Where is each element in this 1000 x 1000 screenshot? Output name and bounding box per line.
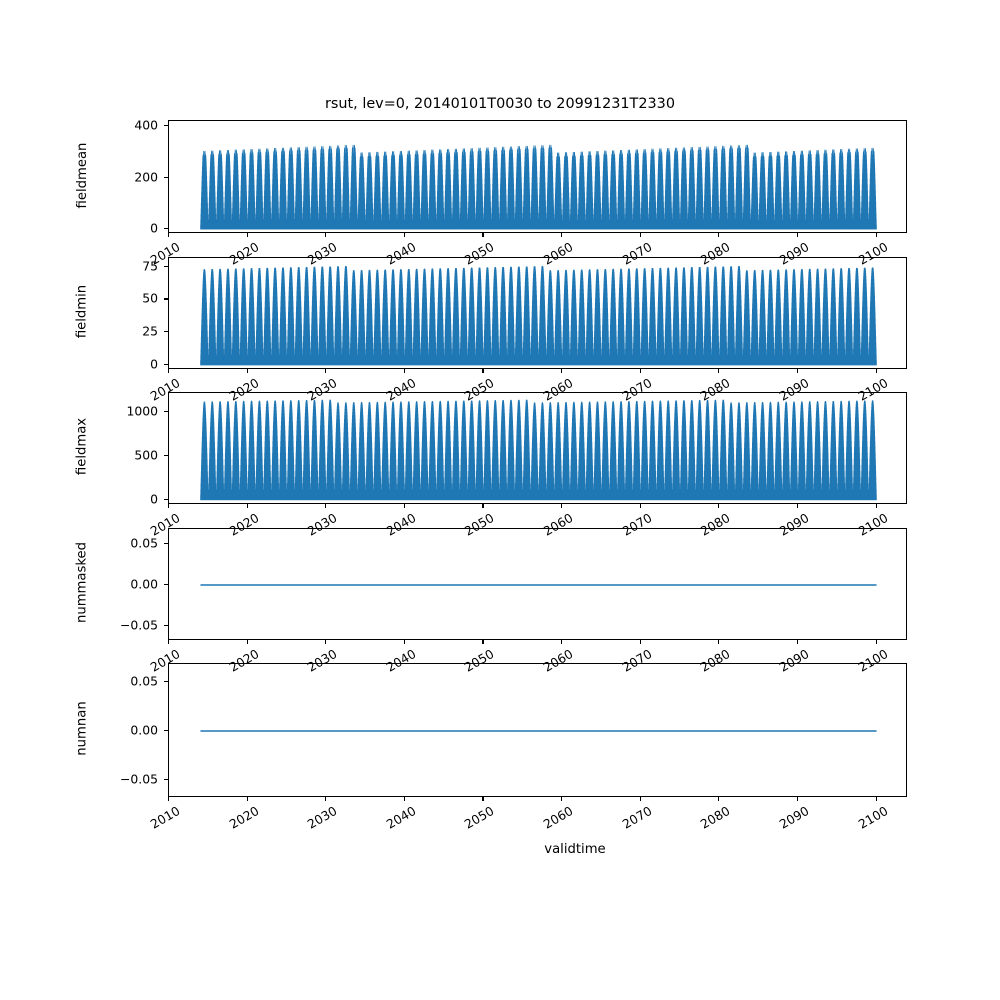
ytick-label-nummasked-0: −0.05: [120, 617, 158, 633]
xtick-mark-numnan-7: [718, 797, 720, 801]
xtick-mark-fieldmean-9: [875, 233, 877, 237]
ytick-label-fieldmean-1: 200: [134, 169, 158, 184]
plot-canvas-fieldmean: [169, 121, 908, 234]
xtick-mark-fieldmin-0: [168, 369, 170, 373]
ytick-label-fieldmax-0: 0: [150, 491, 158, 507]
plot-canvas-numnan: [169, 664, 908, 798]
xtick-mark-fieldmin-1: [246, 369, 248, 373]
ytick-label-nummasked-2: 0.05: [130, 535, 158, 551]
xtick-mark-nummasked-8: [796, 640, 799, 644]
xtick-mark-numnan-1: [246, 797, 248, 801]
xtick-mark-numnan-8: [796, 797, 799, 801]
xtick-mark-numnan-6: [639, 797, 641, 801]
xtick-mark-fieldmax-8: [796, 504, 799, 508]
xtick-mark-fieldmean-3: [403, 233, 405, 237]
x-axis-label: validtime: [544, 842, 606, 857]
xtick-mark-fieldmax-2: [325, 504, 327, 508]
xtick-mark-numnan-9: [875, 797, 877, 801]
xtick-mark-nummasked-2: [325, 640, 327, 644]
xtick-mark-numnan-0: [168, 797, 170, 801]
ytick-mark-fieldmin-0: [164, 364, 168, 366]
ytick-mark-fieldmin-1: [164, 331, 168, 333]
xtick-mark-fieldmean-2: [325, 233, 327, 237]
ytick-mark-nummasked-2: [164, 542, 168, 544]
ytick-label-numnan-2: 0.05: [130, 673, 158, 689]
xtick-mark-fieldmax-1: [246, 504, 248, 508]
plot-canvas-fieldmax: [169, 393, 908, 505]
xtick-mark-fieldmax-6: [639, 504, 641, 508]
xtick-mark-numnan-4: [482, 797, 484, 801]
xtick-mark-fieldmean-0: [168, 233, 170, 237]
ytick-mark-numnan-1: [164, 730, 168, 732]
ytick-mark-fieldmin-2: [164, 298, 168, 300]
ytick-mark-fieldmean-0: [164, 228, 168, 230]
xtick-mark-fieldmin-5: [561, 369, 563, 373]
axes-panel-fieldmean[interactable]: [168, 120, 908, 234]
xtick-mark-numnan-3: [403, 797, 405, 801]
xtick-mark-nummasked-9: [875, 640, 877, 644]
axes-panel-fieldmin[interactable]: [168, 257, 908, 370]
ytick-label-numnan-0: −0.05: [120, 771, 158, 787]
ytick-label-fieldmax-2: 1000: [126, 403, 158, 419]
xtick-mark-fieldmax-7: [718, 504, 720, 508]
xtick-mark-fieldmean-8: [796, 233, 799, 237]
ytick-mark-nummasked-1: [164, 584, 168, 586]
xtick-mark-fieldmin-3: [403, 369, 405, 373]
xtick-mark-nummasked-3: [403, 640, 405, 644]
xtick-mark-nummasked-6: [639, 640, 641, 644]
ytick-label-nummasked-1: 0.00: [130, 576, 158, 592]
ytick-label-numnan-1: 0.00: [130, 722, 158, 738]
ytick-label-fieldmin-0: 0: [150, 356, 158, 372]
ytick-mark-fieldmin-3: [164, 265, 168, 267]
xtick-mark-fieldmin-2: [325, 369, 327, 373]
figure-title: rsut, lev=0, 20140101T0030 to 20991231T2…: [325, 96, 675, 112]
xtick-mark-fieldmax-9: [875, 504, 877, 508]
xtick-mark-fieldmax-0: [168, 504, 170, 508]
xtick-mark-nummasked-7: [718, 640, 720, 644]
xtick-mark-fieldmean-5: [561, 233, 563, 237]
xtick-mark-fieldmax-3: [403, 504, 405, 508]
plot-canvas-nummasked: [169, 529, 908, 641]
xtick-mark-fieldmin-9: [875, 369, 877, 373]
ytick-mark-fieldmean-2: [164, 124, 168, 126]
ytick-mark-nummasked-0: [164, 625, 168, 627]
xtick-mark-fieldmean-6: [639, 233, 641, 237]
ytick-label-fieldmin-1: 25: [142, 323, 158, 339]
ytick-label-fieldmean-2: 400: [134, 117, 158, 133]
xtick-mark-nummasked-0: [168, 640, 170, 644]
ytick-label-fieldmax-1: 500: [134, 447, 158, 463]
ytick-mark-fieldmax-1: [164, 454, 168, 456]
ytick-label-fieldmin-3: 75: [142, 258, 158, 274]
xtick-mark-nummasked-5: [561, 640, 563, 644]
ytick-mark-fieldmax-2: [164, 410, 168, 412]
xtick-mark-fieldmean-7: [718, 233, 720, 237]
axes-panel-fieldmax[interactable]: [168, 392, 908, 505]
xtick-mark-nummasked-4: [482, 640, 484, 644]
xtick-mark-fieldmin-6: [639, 369, 641, 373]
ytick-label-fieldmean-0: 0: [150, 220, 158, 236]
xtick-mark-fieldmean-4: [482, 233, 484, 237]
ytick-mark-numnan-2: [164, 680, 168, 682]
xtick-mark-fieldmin-7: [718, 369, 720, 373]
axes-panel-nummasked[interactable]: [168, 528, 908, 641]
xtick-mark-fieldmax-4: [482, 504, 484, 508]
xtick-mark-fieldmin-4: [482, 369, 484, 373]
xtick-mark-numnan-5: [561, 797, 563, 801]
xtick-mark-fieldmean-1: [246, 233, 248, 237]
ytick-mark-fieldmean-1: [164, 176, 168, 178]
xtick-mark-fieldmin-8: [796, 369, 799, 373]
axes-panel-numnan[interactable]: [168, 663, 908, 798]
xtick-mark-fieldmax-5: [561, 504, 563, 508]
y-axis-label-numnan: numnan: [74, 701, 90, 756]
plot-canvas-fieldmin: [169, 258, 908, 370]
ytick-label-fieldmin-2: 50: [142, 290, 158, 306]
xtick-mark-numnan-2: [325, 797, 327, 801]
ytick-mark-numnan-0: [164, 779, 168, 781]
xtick-mark-nummasked-1: [246, 640, 248, 644]
ytick-mark-fieldmax-0: [164, 499, 168, 501]
